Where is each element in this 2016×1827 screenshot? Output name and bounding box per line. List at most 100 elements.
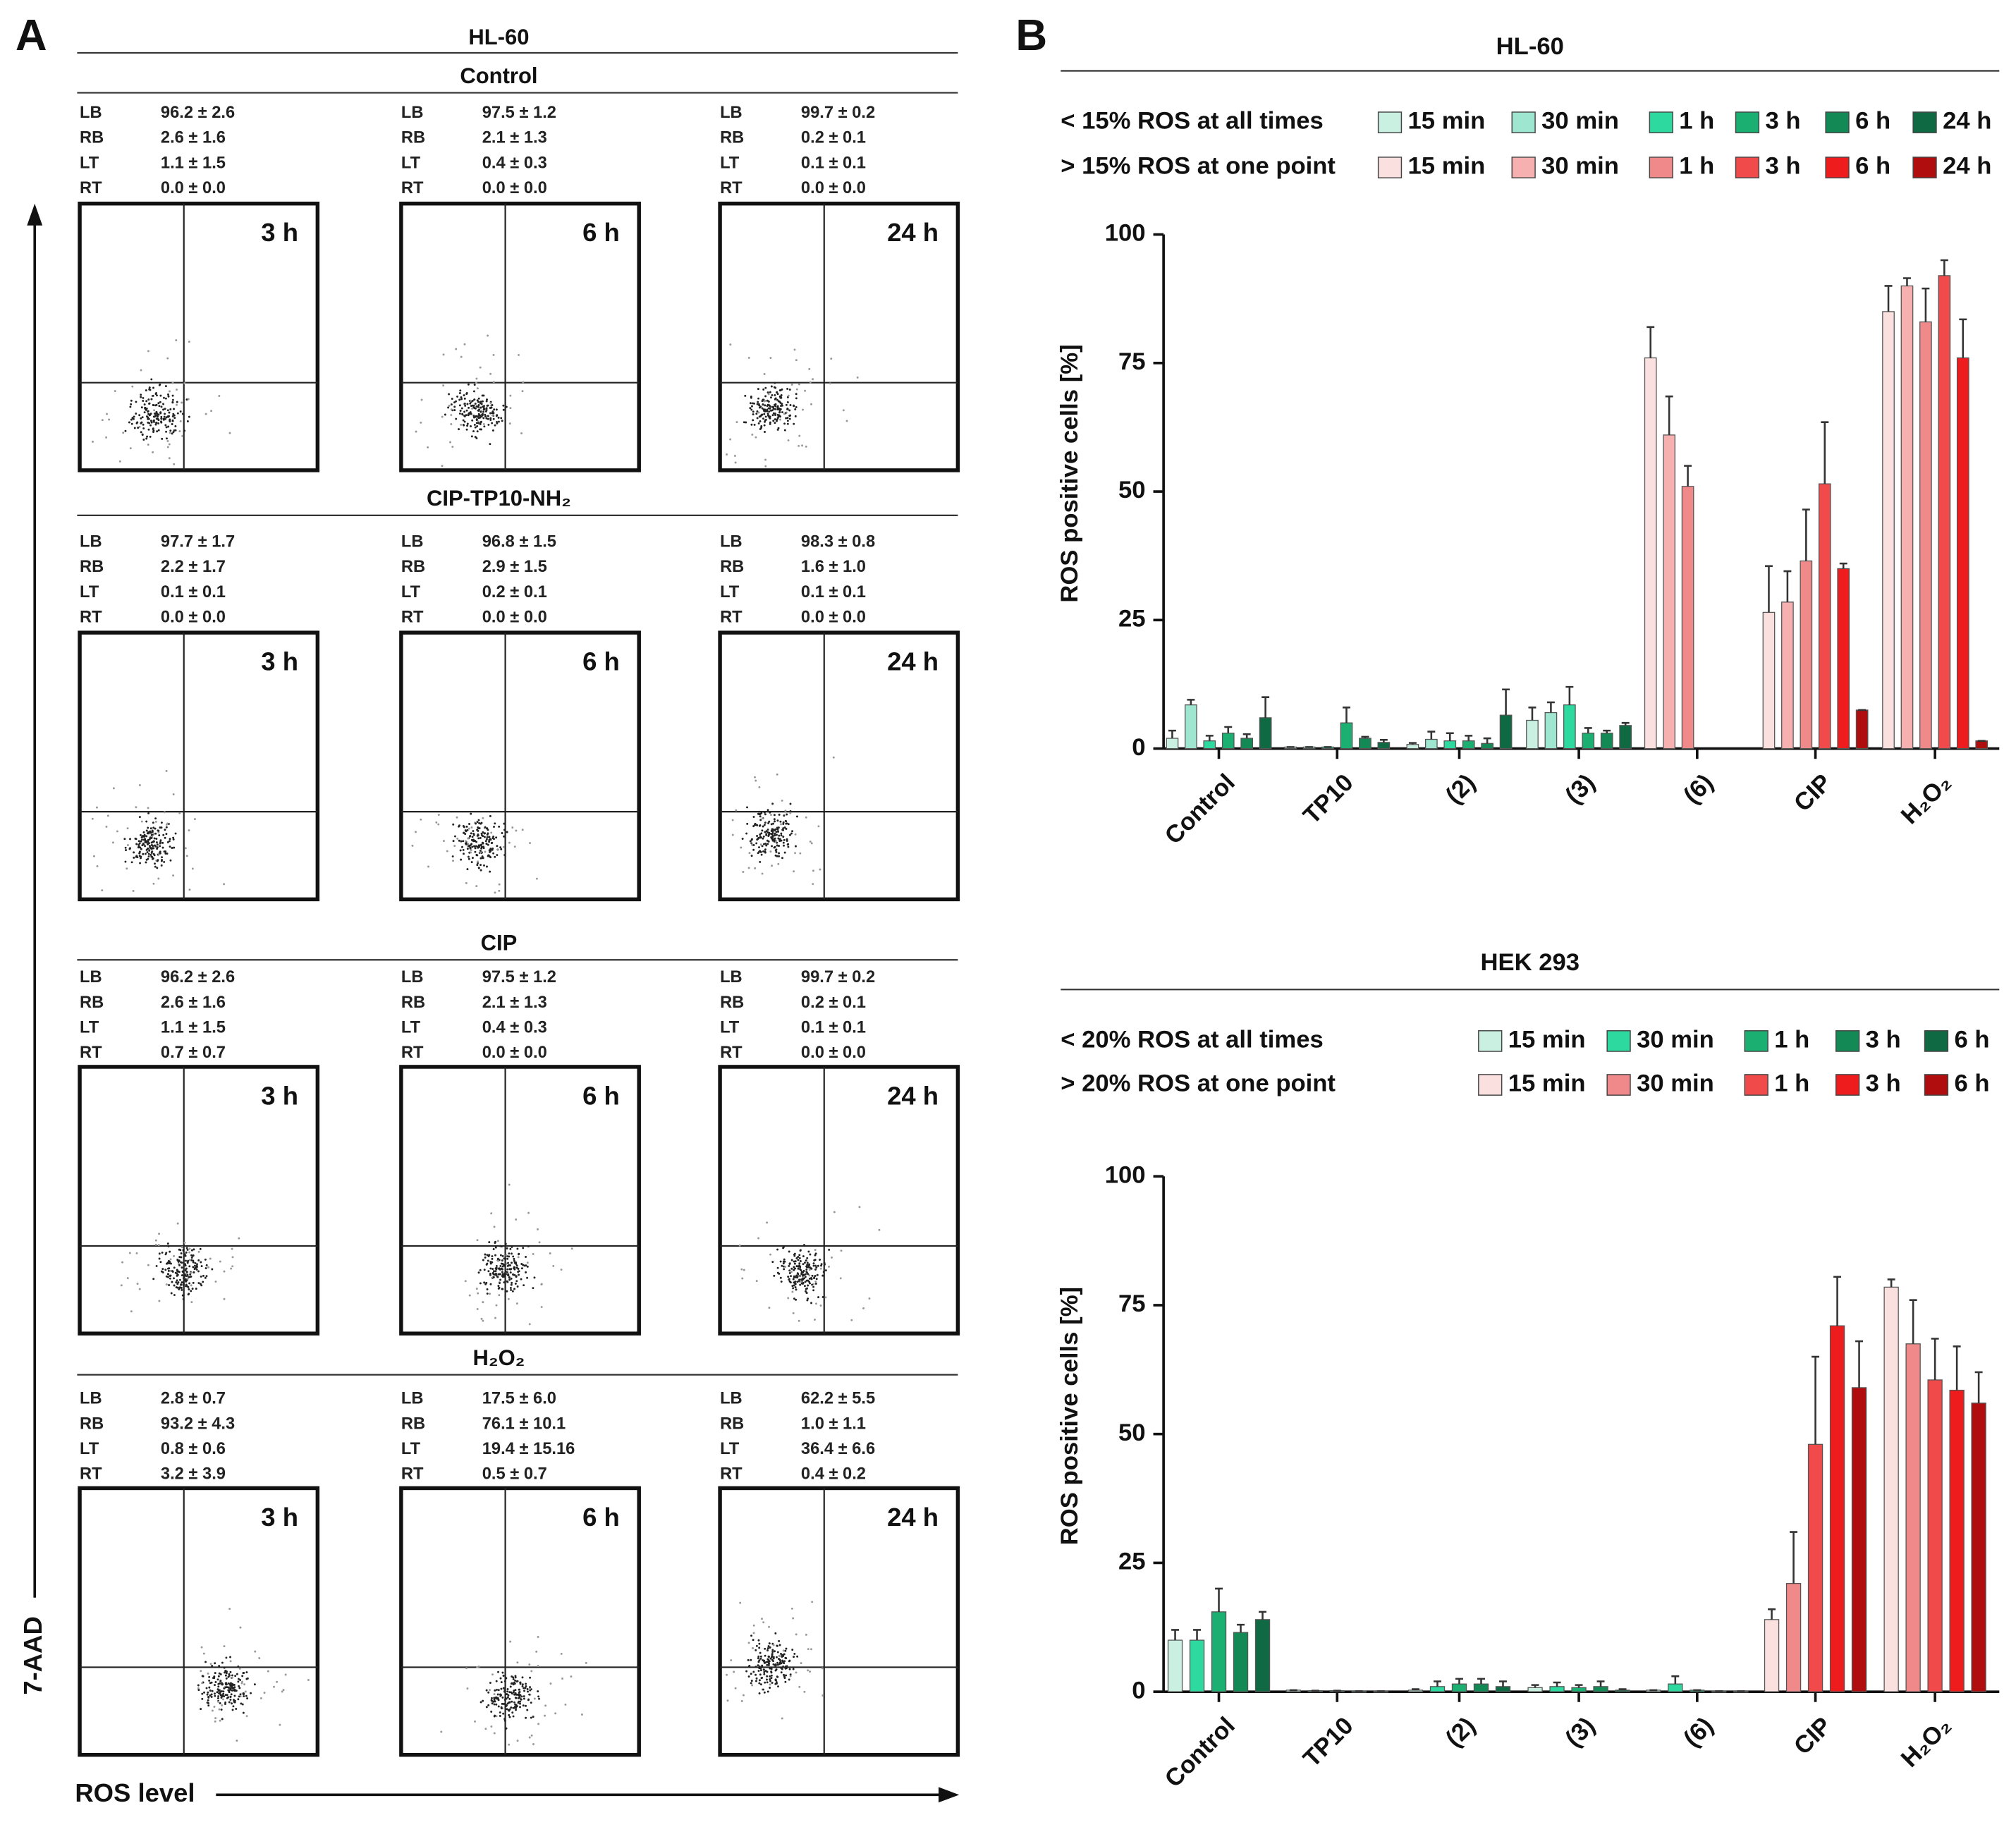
event-dot	[155, 838, 158, 840]
event-dot	[759, 833, 762, 836]
event-dot	[463, 343, 466, 346]
event-dot	[477, 837, 480, 840]
event-dot	[162, 418, 165, 421]
event-dot	[476, 399, 479, 402]
event-dot	[774, 845, 776, 848]
plot-frame	[718, 1065, 960, 1336]
event-dot	[181, 1266, 183, 1269]
event-dot	[204, 1276, 207, 1279]
legend-swatch	[1825, 157, 1850, 178]
event-dot	[493, 1700, 496, 1703]
event-dot	[246, 1677, 249, 1680]
event-dot	[200, 1670, 202, 1673]
event-dot	[513, 1689, 515, 1692]
bar	[1956, 357, 1969, 750]
error-bar	[1974, 1371, 1983, 1403]
error-bar	[1259, 1611, 1266, 1620]
event-dot	[533, 1697, 536, 1700]
quadrant-stat: 0.7 ± 0.7	[161, 1044, 226, 1062]
event-dot	[786, 417, 789, 420]
event-dot	[173, 1294, 176, 1297]
event-dot	[491, 1673, 494, 1676]
event-dot	[766, 839, 769, 842]
event-dot	[250, 1692, 252, 1694]
event-dot	[489, 419, 492, 421]
bar	[1919, 321, 1932, 750]
event-dot	[537, 1723, 540, 1725]
event-dot	[161, 841, 164, 844]
bar	[1571, 1687, 1587, 1692]
event-dot	[823, 1261, 826, 1264]
event-dot	[101, 889, 104, 892]
event-dot	[462, 840, 465, 843]
event-dot	[477, 422, 480, 424]
event-dot	[763, 413, 766, 415]
event-dot	[140, 855, 142, 858]
event-dot	[475, 377, 478, 380]
quadrant-label: LB	[401, 104, 424, 122]
event-dot	[147, 350, 149, 353]
event-dot	[218, 1665, 221, 1668]
event-dot	[165, 833, 168, 836]
event-dot	[153, 854, 156, 857]
event-dot	[491, 1255, 494, 1258]
event-dot	[161, 846, 164, 849]
event-dot	[210, 1695, 213, 1698]
event-dot	[154, 862, 156, 865]
event-dot	[793, 422, 795, 425]
event-dot	[479, 869, 482, 872]
event-dot	[493, 1226, 496, 1228]
event-dot	[754, 867, 757, 869]
quadrant-stat: 99.7 ± 0.2	[801, 104, 875, 122]
event-dot	[465, 1667, 468, 1670]
event-dot	[525, 1716, 527, 1719]
event-dot	[475, 381, 478, 384]
event-dot	[755, 1680, 757, 1682]
bar	[1340, 722, 1353, 750]
event-dot	[241, 1680, 243, 1683]
event-dot	[442, 384, 445, 387]
event-dot	[769, 409, 772, 412]
event-dot	[758, 1642, 761, 1645]
error-bar	[1465, 735, 1473, 741]
event-dot	[484, 1253, 487, 1256]
event-dot	[176, 389, 178, 391]
event-dot	[453, 405, 456, 408]
event-dot	[163, 415, 166, 418]
event-dot	[821, 1694, 824, 1697]
event-dot	[526, 1265, 529, 1268]
event-dot	[219, 1692, 221, 1695]
event-dot	[762, 1668, 765, 1671]
event-dot	[474, 426, 477, 429]
event-dot	[462, 848, 465, 851]
event-dot	[489, 412, 491, 415]
event-dot	[758, 786, 761, 788]
event-dot	[495, 1680, 498, 1682]
plot-frame	[399, 1065, 641, 1336]
event-dot	[512, 1273, 515, 1276]
event-dot	[784, 1667, 787, 1670]
event-dot	[228, 1608, 231, 1611]
event-dot	[461, 845, 463, 848]
event-dot	[506, 1290, 508, 1293]
event-dot	[747, 1642, 750, 1644]
event-dot	[171, 1271, 174, 1273]
event-dot	[820, 1264, 823, 1267]
bar	[1800, 560, 1813, 750]
event-dot	[544, 1714, 546, 1717]
event-dot	[812, 1262, 815, 1265]
event-dot	[769, 1657, 772, 1660]
event-dot	[780, 405, 782, 408]
event-dot	[501, 832, 503, 834]
quadrant-label: LB	[401, 1390, 424, 1408]
event-dot	[817, 1296, 820, 1299]
plot-frame	[718, 630, 960, 902]
event-dot	[479, 1701, 482, 1704]
event-dot	[176, 1222, 179, 1225]
event-dot	[167, 1259, 170, 1262]
event-dot	[180, 1256, 183, 1259]
event-dot	[759, 850, 762, 853]
event-dot	[528, 1736, 531, 1739]
event-dot	[171, 394, 174, 397]
event-dot	[155, 394, 158, 397]
